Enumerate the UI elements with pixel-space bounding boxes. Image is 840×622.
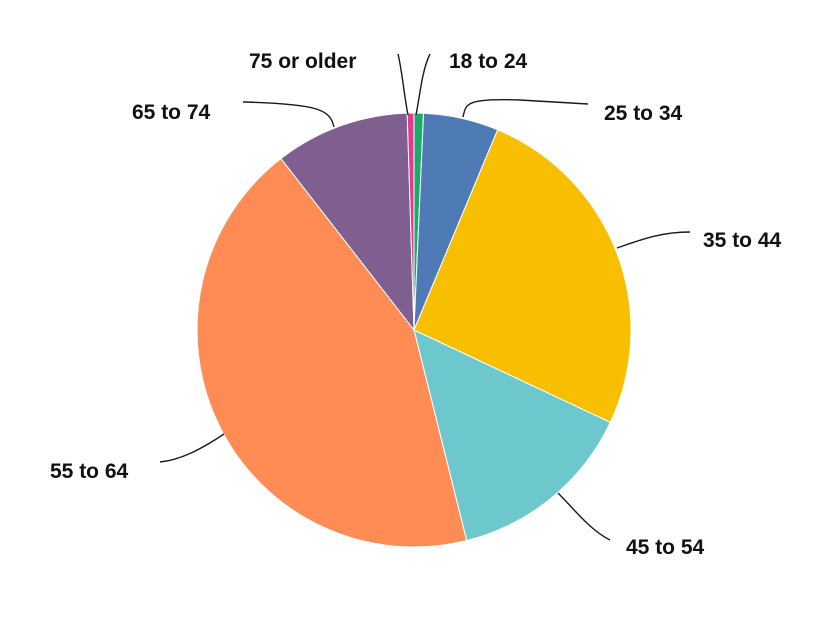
leader-line-35-to-44 [616, 231, 691, 249]
leader-line-45-to-54 [557, 492, 611, 541]
leader-line-75-or-older [397, 53, 409, 116]
slice-label-65-to-74: 65 to 74 [132, 101, 211, 124]
slice-label-25-to-34: 25 to 34 [604, 102, 683, 125]
leader-lines [159, 53, 691, 541]
pie-slice-55-to-64 [196, 157, 468, 548]
slice-labels: 18 to 24 25 to 34 35 to 44 45 to 54 55 t… [50, 50, 782, 559]
leader-line-25-to-34 [462, 98, 589, 118]
pie-slice-35-to-44 [413, 129, 632, 424]
pie-slice-45-to-54 [413, 329, 612, 542]
slice-label-35-to-44: 35 to 44 [703, 229, 782, 252]
leader-line-18-to-24 [415, 53, 431, 116]
slice-label-45-to-54: 45 to 54 [626, 536, 705, 559]
slice-label-55-to-64: 55 to 64 [50, 460, 129, 483]
pie-slice-65-to-74 [280, 112, 415, 332]
slice-label-75-or-older: 75 or older [249, 50, 356, 73]
pie-slices [196, 112, 632, 548]
leader-line-55-to-64 [159, 433, 225, 463]
slice-label-18-to-24: 18 to 24 [449, 50, 528, 73]
leader-line-65-to-74 [242, 101, 335, 128]
